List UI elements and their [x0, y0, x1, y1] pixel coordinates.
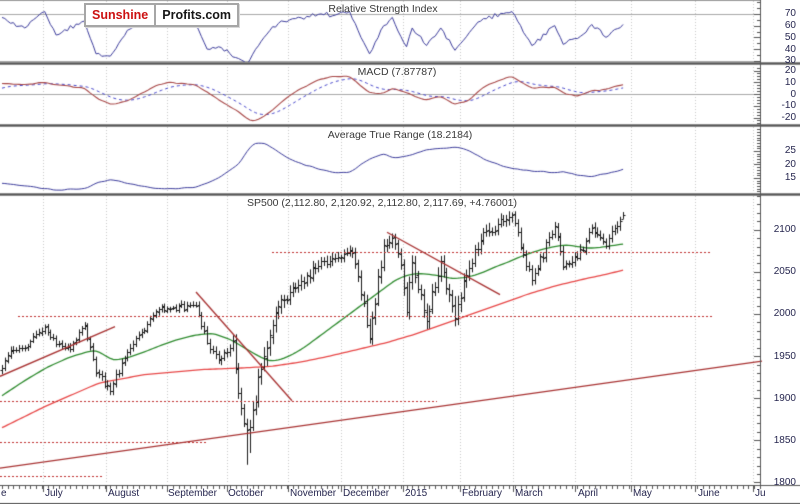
y-tick-label: 1900 — [773, 392, 796, 404]
x-month-label: June — [698, 488, 720, 499]
logo-sunshine-text: Sunshine — [86, 5, 157, 25]
y-tick-label: 70 — [784, 8, 796, 20]
logo[interactable]: Sunshine Profits.com — [84, 3, 240, 27]
x-month-label: July — [45, 488, 63, 499]
panel-title-rsi: Relative Strength Index — [328, 3, 438, 15]
y-tick-label: 2100 — [773, 224, 796, 236]
panel-title-macd: MACD (7.87787) — [357, 66, 437, 78]
x-month-label: October — [228, 488, 264, 499]
panel-title-atr: Average True Range (18.2184) — [327, 129, 473, 141]
y-tick-label: 1800 — [773, 476, 796, 488]
y-tick-label: 2050 — [773, 266, 796, 278]
y-tick-label: 60 — [784, 20, 796, 32]
x-month-label: May — [633, 488, 652, 499]
y-tick-label: 10 — [784, 76, 796, 88]
x-month-label: February — [462, 488, 503, 499]
x-month-label: April — [578, 488, 599, 499]
panel-title-sp500: SP500 (2,112.80, 2,120.92, 2,112.80, 2,1… — [246, 197, 518, 209]
y-tick-label: 20 — [784, 65, 796, 77]
y-tick-label: 20 — [784, 158, 796, 170]
y-tick-label: -10 — [781, 100, 796, 112]
y-tick-label: 50 — [784, 31, 796, 43]
y-tick-label: -20 — [781, 112, 796, 124]
y-tick-label: 0 — [790, 88, 796, 100]
x-month-label: e — [1, 488, 7, 499]
x-month-label: December — [343, 488, 390, 499]
x-month-label: September — [168, 488, 217, 499]
y-tick-label: 30 — [784, 55, 796, 67]
x-month-label: November — [290, 488, 337, 499]
x-month-label: August — [108, 488, 140, 499]
y-tick-label: 1850 — [773, 434, 796, 446]
y-tick-label: 1950 — [773, 350, 796, 362]
y-tick-label: 40 — [784, 43, 796, 55]
x-month-label: 2015 — [405, 488, 428, 499]
y-tick-label: 25 — [784, 145, 796, 157]
logo-profits-text: Profits.com — [162, 8, 232, 22]
y-tick-label: 15 — [784, 172, 796, 184]
x-month-label: Ju — [755, 488, 766, 499]
y-tick-label: 2000 — [773, 308, 796, 320]
x-month-label: March — [515, 488, 543, 499]
